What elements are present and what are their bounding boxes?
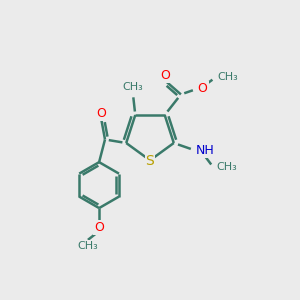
Text: O: O: [94, 221, 104, 234]
Text: O: O: [97, 107, 106, 120]
Text: CH₃: CH₃: [123, 82, 143, 92]
Text: S: S: [146, 154, 154, 168]
Text: O: O: [198, 82, 208, 95]
Text: O: O: [160, 69, 170, 82]
Text: CH₃: CH₃: [77, 242, 98, 251]
Text: CH₃: CH₃: [217, 162, 237, 172]
Text: CH₃: CH₃: [218, 72, 238, 82]
Text: NH: NH: [196, 145, 214, 158]
